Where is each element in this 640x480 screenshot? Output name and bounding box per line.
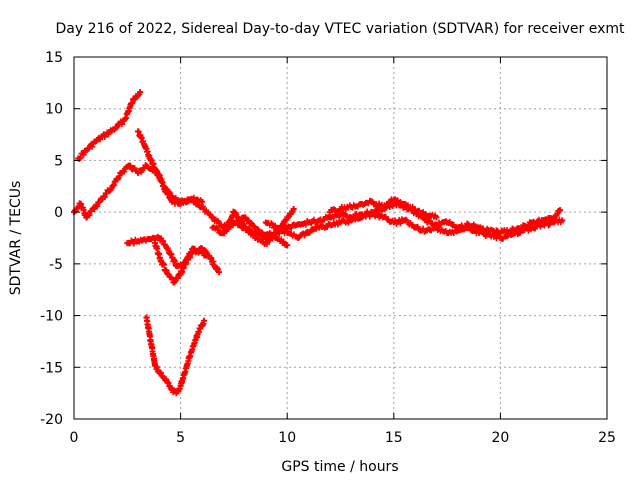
data-marker [168,192,175,199]
chart-title: Day 216 of 2022, Sidereal Day-to-day VTE… [56,21,626,37]
axis-ticks: 0 5 10 15 20 25 15 10 5 0 -5 -10 -15 -20 [40,50,616,446]
data-marker [157,369,164,376]
data-marker [91,206,98,213]
data-marker [108,185,115,192]
series-sat-i [220,206,297,248]
y-tick-label: 15 [45,50,63,66]
data-marker [89,143,96,150]
data-marker [174,275,181,282]
x-tick-label: 0 [70,430,79,446]
x-tick-label: 20 [491,430,509,446]
data-marker [557,219,564,226]
y-tick-label: -15 [40,360,63,376]
data-marker [272,230,279,237]
y-tick-label: 0 [54,205,63,221]
y-axis-label: SDTVAR / TECUs [8,181,24,296]
data-marker [80,151,87,158]
data-marker [420,208,427,215]
data-marker [154,233,161,240]
data-marker [79,150,86,157]
series-sat-a [75,89,144,162]
data-marker [207,211,214,218]
series-sat-j [326,196,440,221]
data-marker [324,223,331,230]
data-marker [94,203,101,210]
series-sat-c [71,162,205,221]
data-marker [202,251,209,258]
data-marker [368,198,375,205]
plot-frame [73,56,608,420]
data-marker [556,207,563,214]
data-marker [136,91,143,98]
data-marker [77,154,84,161]
data-marker [199,203,206,210]
data-marker [97,198,104,205]
data-marker [124,163,131,170]
data-markers [71,89,566,397]
x-tick-label: 25 [598,430,616,446]
y-tick-label: 5 [54,153,63,169]
data-marker [112,125,119,132]
series-sat-h [262,210,566,242]
data-marker [420,225,427,232]
data-marker [121,168,128,175]
x-tick-label: 5 [176,430,185,446]
series-sat-f [143,314,208,397]
data-marker [280,221,287,228]
x-tick-label: 10 [278,430,296,446]
data-marker [163,185,170,192]
data-marker [289,208,296,215]
data-marker [334,221,341,228]
x-axis-label: GPS time / hours [281,459,398,475]
data-marker [239,221,246,228]
y-tick-label: -20 [40,412,63,428]
series-sat-e [152,240,210,286]
data-marker [466,224,473,231]
data-marker [101,194,108,201]
data-marker [384,201,391,208]
data-marker [160,238,167,245]
data-marker [336,208,343,215]
data-marker [263,241,270,248]
data-marker [302,221,309,228]
data-marker [432,212,439,219]
x-tick-label: 15 [385,430,403,446]
data-marker [554,210,561,217]
y-tick-label: 10 [45,102,63,118]
data-marker [150,165,157,172]
data-marker [200,320,207,327]
data-marker [118,121,125,128]
data-marker [176,385,183,392]
y-tick-label: -10 [40,309,63,325]
data-marker [546,221,553,228]
data-marker [86,212,93,219]
data-marker [127,162,134,169]
data-marker [194,334,201,341]
data-marker [250,222,257,229]
y-tick-label: -5 [49,257,63,273]
data-marker [215,266,222,273]
data-marker [258,229,265,236]
data-marker [101,133,108,140]
data-marker [197,197,204,204]
data-marker [280,238,287,245]
data-marker [283,242,290,249]
data-marker [90,205,97,212]
data-marker [402,216,409,223]
